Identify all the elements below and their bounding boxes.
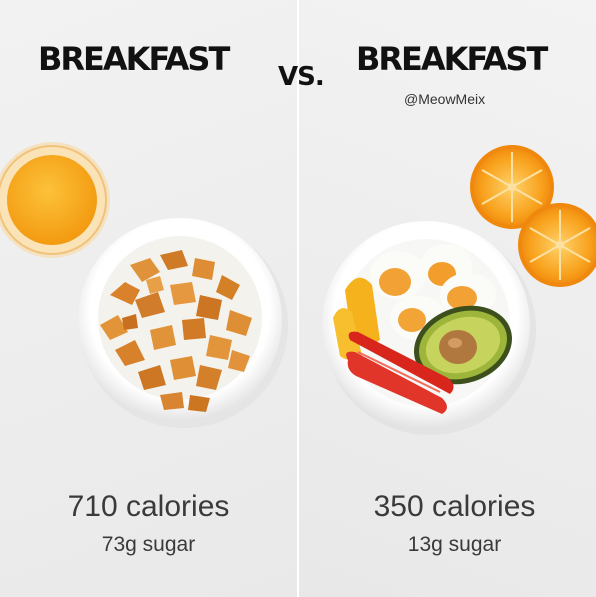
orange-halves xyxy=(470,145,596,287)
right-sugar: 13g sugar xyxy=(407,533,502,556)
healthy-bowl xyxy=(322,221,536,435)
left-sugar: 73g sugar xyxy=(101,533,196,556)
cereal-bowl xyxy=(78,218,288,428)
orange-juice-glass xyxy=(0,142,110,258)
cornflakes xyxy=(100,250,252,412)
red-peppers xyxy=(346,331,454,414)
left-calories: 710 calories xyxy=(67,490,230,523)
author-handle: @MeowMeix xyxy=(404,91,486,107)
center-divider xyxy=(297,0,299,597)
right-title: BREAKFAST xyxy=(356,40,548,78)
yellow-pepper xyxy=(333,277,380,360)
avocado-half xyxy=(414,305,512,385)
right-calories: 350 calories xyxy=(373,490,536,523)
vs-label: VS. xyxy=(278,62,325,92)
left-title: BREAKFAST xyxy=(38,40,230,78)
boiled-eggs xyxy=(370,244,496,340)
